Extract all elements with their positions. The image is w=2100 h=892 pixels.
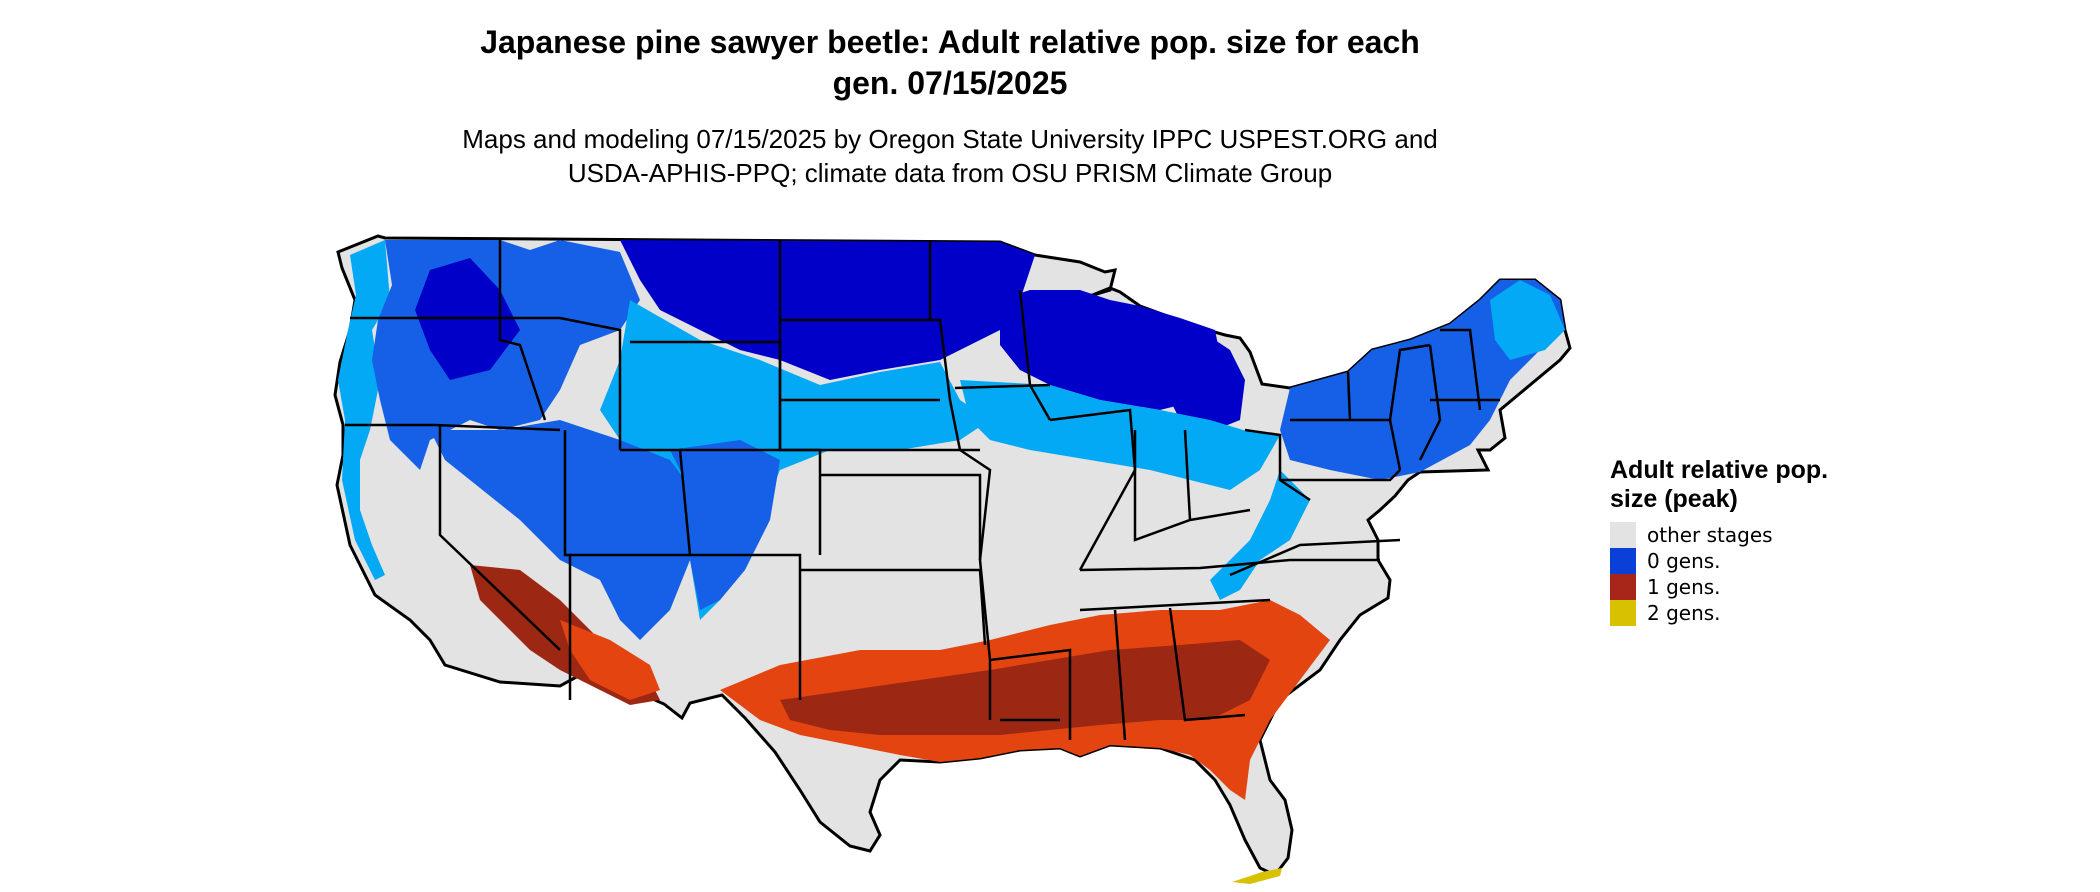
state-border-line bbox=[1113, 609, 1127, 741]
state-border-line bbox=[1183, 429, 1192, 521]
state-borders bbox=[345, 240, 1500, 741]
state-border-line bbox=[1079, 598, 1271, 612]
appalachian-light-blue bbox=[1210, 470, 1310, 600]
state-border-line bbox=[1440, 328, 1482, 411]
state-border-line bbox=[570, 553, 802, 700]
legend-item-0-gens: 0 gens. bbox=[1610, 548, 1830, 574]
state-border-line bbox=[778, 240, 980, 452]
state-border-line bbox=[1388, 343, 1431, 421]
legend-item-other-stages: other stages bbox=[1610, 522, 1830, 548]
legend-label: 1 gens. bbox=[1647, 575, 1721, 599]
state-border-line bbox=[954, 383, 1051, 390]
legend-label: 2 gens. bbox=[1647, 601, 1721, 625]
michigan-dark-blue bbox=[1170, 330, 1245, 430]
state-border-line bbox=[559, 316, 622, 450]
state-border-line bbox=[563, 430, 572, 700]
state-border-line bbox=[345, 423, 561, 432]
legend-swatch bbox=[1610, 522, 1636, 548]
state-border-line bbox=[1280, 469, 1401, 482]
map-subtitle-line-2: USDA-APHIS-PPQ; climate data from OSU PR… bbox=[567, 158, 1333, 188]
maine-light-blue bbox=[1490, 280, 1565, 360]
arizona-red bbox=[560, 620, 660, 700]
two-gens-florida-keys bbox=[1232, 868, 1282, 884]
legend-label: other stages bbox=[1647, 523, 1773, 547]
colorado-blue bbox=[670, 440, 780, 610]
one-gens-regions bbox=[470, 565, 1330, 800]
state-border-line bbox=[989, 648, 1072, 740]
legend: Adult relative pop. size (peak) other st… bbox=[1610, 456, 1830, 626]
legend-label: 0 gens. bbox=[1647, 549, 1721, 573]
state-border-line bbox=[959, 448, 992, 561]
zero-gens-regions bbox=[338, 240, 1565, 640]
state-border-line bbox=[1229, 538, 1401, 577]
state-border-line bbox=[1079, 558, 1380, 572]
state-border-line bbox=[498, 240, 547, 421]
state-border-line bbox=[1049, 408, 1137, 571]
upper-midwest-dark-blue bbox=[1000, 290, 1225, 410]
legend-item-2-gens: 2 gens. bbox=[1610, 600, 1830, 626]
state-border-line bbox=[1244, 428, 1311, 502]
legend-items: other stages 0 gens. 1 gens. 2 gens. bbox=[1610, 522, 1830, 626]
state-border-line bbox=[820, 473, 982, 560]
state-border-line bbox=[438, 425, 561, 651]
legend-swatch bbox=[1610, 600, 1636, 626]
legend-swatch bbox=[1610, 574, 1636, 600]
state-border-line bbox=[1168, 607, 1246, 722]
map-title-line-1: Japanese pine sawyer beetle: Adult relat… bbox=[480, 24, 1420, 60]
legend-swatch bbox=[1610, 548, 1636, 574]
state-border-line bbox=[1418, 344, 1442, 461]
map-title: Japanese pine sawyer beetle: Adult relat… bbox=[0, 22, 1900, 104]
state-border-line bbox=[1133, 430, 1251, 542]
deep-south-dark-red bbox=[780, 640, 1270, 735]
state-border-line bbox=[1346, 371, 1352, 421]
legend-item-1-gens: 1 gens. bbox=[1610, 574, 1830, 600]
midwest-light-blue bbox=[960, 380, 1280, 490]
legend-title: Adult relative pop. size (peak) bbox=[1610, 456, 1829, 513]
west-coast-light-blue bbox=[338, 240, 390, 580]
map-subtitle: Maps and modeling 07/15/2025 by Oregon S… bbox=[0, 122, 1900, 190]
state-border-line bbox=[780, 318, 962, 451]
map-title-line-2: gen. 07/15/2025 bbox=[832, 65, 1068, 101]
map-subtitle-line-1: Maps and modeling 07/15/2025 by Oregon S… bbox=[462, 124, 1438, 154]
